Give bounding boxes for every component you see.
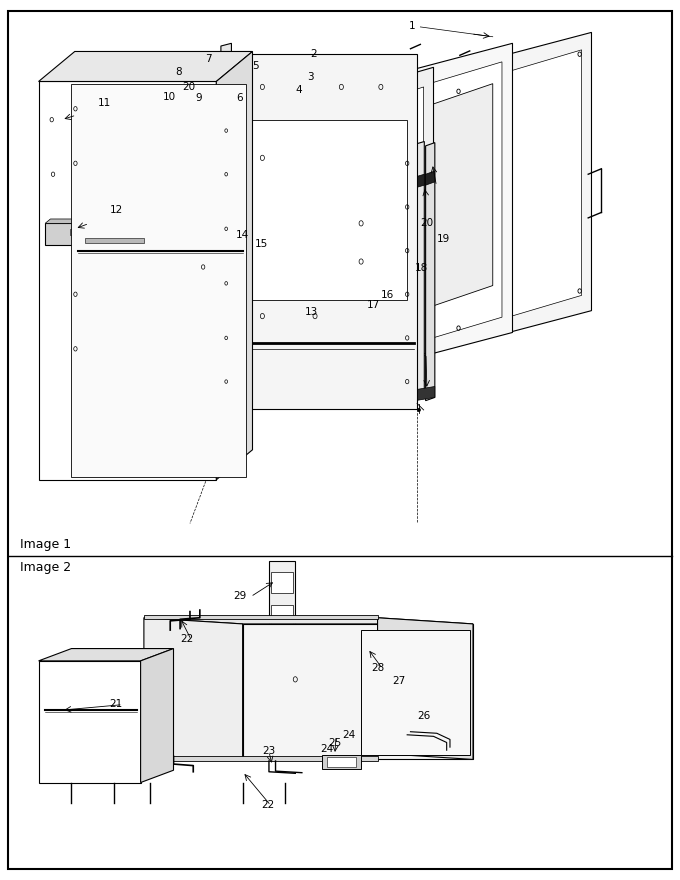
- Text: 25: 25: [328, 738, 341, 748]
- Polygon shape: [415, 386, 435, 400]
- Polygon shape: [144, 618, 243, 759]
- Text: Image 1: Image 1: [20, 538, 71, 551]
- Polygon shape: [144, 757, 377, 761]
- Text: 22: 22: [180, 634, 193, 644]
- Polygon shape: [269, 561, 295, 698]
- Text: 4: 4: [295, 85, 302, 95]
- Text: 22: 22: [261, 800, 274, 810]
- Polygon shape: [368, 43, 513, 370]
- Polygon shape: [447, 33, 592, 348]
- Polygon shape: [144, 614, 377, 620]
- Text: 7: 7: [205, 54, 211, 63]
- Text: 11: 11: [98, 99, 111, 108]
- Text: 24: 24: [320, 744, 334, 754]
- Polygon shape: [456, 50, 581, 333]
- Text: 20: 20: [420, 218, 433, 228]
- Text: 1: 1: [409, 21, 415, 31]
- Polygon shape: [39, 82, 216, 480]
- Text: 27: 27: [393, 676, 406, 686]
- Text: 26: 26: [417, 711, 430, 722]
- Polygon shape: [221, 43, 231, 402]
- Polygon shape: [271, 605, 293, 624]
- Polygon shape: [221, 73, 231, 87]
- Circle shape: [418, 408, 420, 412]
- Text: 23: 23: [262, 746, 275, 756]
- Polygon shape: [361, 630, 470, 755]
- Polygon shape: [309, 87, 424, 373]
- Text: 14: 14: [236, 231, 250, 240]
- Polygon shape: [233, 55, 417, 409]
- Text: 12: 12: [109, 205, 123, 215]
- Text: 18: 18: [415, 263, 428, 273]
- Polygon shape: [271, 572, 293, 593]
- Text: 6: 6: [236, 93, 243, 103]
- Polygon shape: [70, 229, 134, 235]
- Polygon shape: [39, 661, 141, 782]
- Text: 5: 5: [252, 62, 259, 71]
- Text: 9: 9: [195, 93, 202, 103]
- Polygon shape: [249, 120, 407, 300]
- Polygon shape: [221, 95, 231, 109]
- Polygon shape: [299, 67, 434, 390]
- Polygon shape: [378, 62, 502, 355]
- Polygon shape: [243, 624, 473, 759]
- Polygon shape: [415, 142, 424, 399]
- Polygon shape: [318, 109, 413, 351]
- Text: 16: 16: [381, 290, 394, 300]
- Polygon shape: [141, 649, 173, 782]
- Text: 13: 13: [305, 307, 318, 317]
- Polygon shape: [144, 618, 473, 624]
- Text: 2: 2: [310, 49, 316, 59]
- Text: 19: 19: [437, 233, 450, 244]
- Text: 8: 8: [175, 67, 182, 77]
- Text: 20: 20: [182, 82, 195, 92]
- Text: 29: 29: [233, 591, 246, 601]
- Polygon shape: [327, 757, 356, 767]
- Polygon shape: [377, 618, 473, 759]
- Polygon shape: [322, 755, 361, 769]
- Text: 28: 28: [371, 663, 384, 672]
- Polygon shape: [45, 219, 218, 224]
- Text: 3: 3: [307, 72, 313, 82]
- Polygon shape: [45, 224, 213, 246]
- Polygon shape: [426, 143, 435, 400]
- Polygon shape: [216, 51, 252, 480]
- Text: 21: 21: [109, 699, 123, 709]
- Text: 10: 10: [163, 92, 175, 102]
- Polygon shape: [415, 174, 424, 187]
- Polygon shape: [84, 238, 144, 243]
- Polygon shape: [71, 84, 246, 477]
- Text: 15: 15: [254, 239, 268, 249]
- Text: Image 2: Image 2: [20, 561, 71, 575]
- Polygon shape: [39, 649, 173, 661]
- Polygon shape: [39, 51, 252, 82]
- Text: 17: 17: [367, 300, 379, 310]
- Text: 24: 24: [343, 730, 356, 740]
- Polygon shape: [388, 84, 493, 321]
- Polygon shape: [426, 171, 435, 185]
